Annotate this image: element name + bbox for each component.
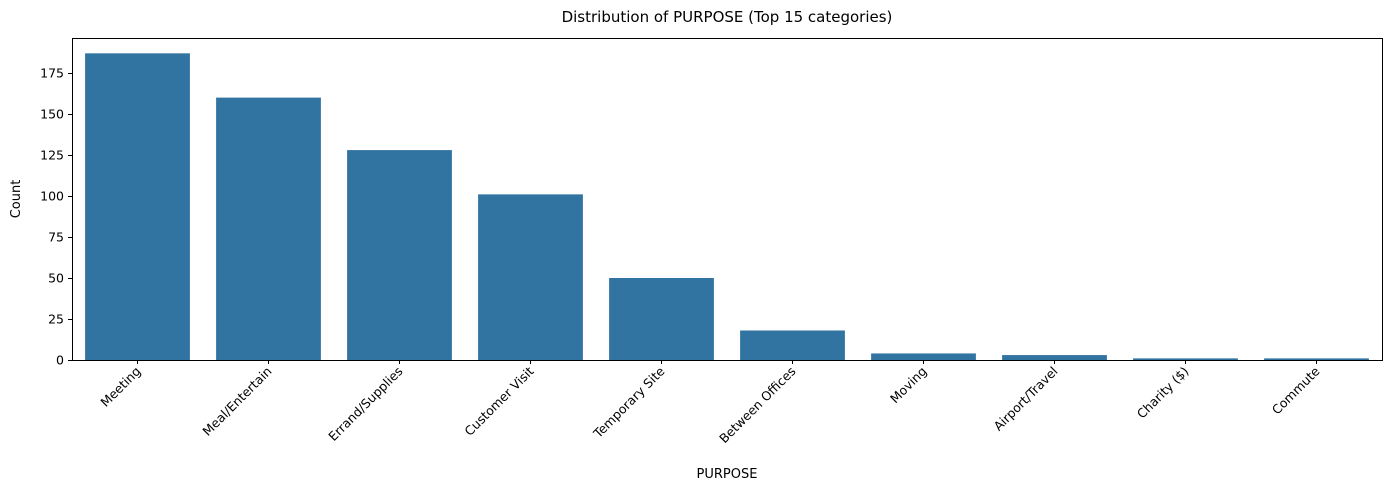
x-tick-label: Between Offices [716, 364, 798, 446]
x-tick-label: Customer Visit [461, 363, 536, 438]
y-axis-ticks: 0 25 50 75 100 125 150 175 [40, 66, 72, 368]
bar-meal-entertain [216, 97, 321, 361]
y-tick-label: 25 [48, 312, 64, 327]
x-axis-label: PURPOSE [697, 467, 758, 482]
x-tick-label: Airport/Travel [991, 364, 1061, 434]
bar-charity [1133, 358, 1238, 360]
bar-between-offices [740, 330, 845, 360]
y-tick-label: 50 [48, 271, 64, 286]
bar-airport-travel [1002, 355, 1107, 360]
y-tick-label: 150 [40, 107, 64, 122]
x-tick-label: Errand/Supplies [325, 364, 405, 444]
bar-customer-visit [478, 194, 583, 360]
y-tick-label: 0 [56, 353, 64, 368]
y-tick-label: 100 [40, 189, 64, 204]
y-tick-label: 175 [40, 66, 64, 81]
y-tick-label: 75 [48, 230, 64, 245]
x-tick-label: Temporary Site [590, 363, 668, 441]
chart-title: Distribution of PURPOSE (Top 15 categori… [562, 8, 893, 26]
x-tick-label: Meal/Entertain [199, 364, 274, 439]
x-tick-label: Moving [887, 364, 930, 407]
plot-area-frame [72, 38, 1383, 361]
bar-commute [1264, 358, 1369, 360]
bar-moving [871, 353, 976, 360]
bar-errand-supplies [347, 150, 452, 360]
y-axis-label: Count [9, 180, 24, 219]
x-tick-label: Meeting [97, 364, 143, 410]
bar-temporary-site [609, 278, 714, 360]
bars-group [85, 53, 1369, 361]
y-tick-label: 125 [40, 148, 64, 163]
x-tick-label: Charity ($) [1134, 364, 1192, 422]
x-tick-label: Commute [1269, 363, 1323, 417]
bar-meeting [85, 53, 190, 360]
x-axis-ticks: Meeting Meal/Entertain Errand/Supplies Cust… [97, 360, 1323, 446]
